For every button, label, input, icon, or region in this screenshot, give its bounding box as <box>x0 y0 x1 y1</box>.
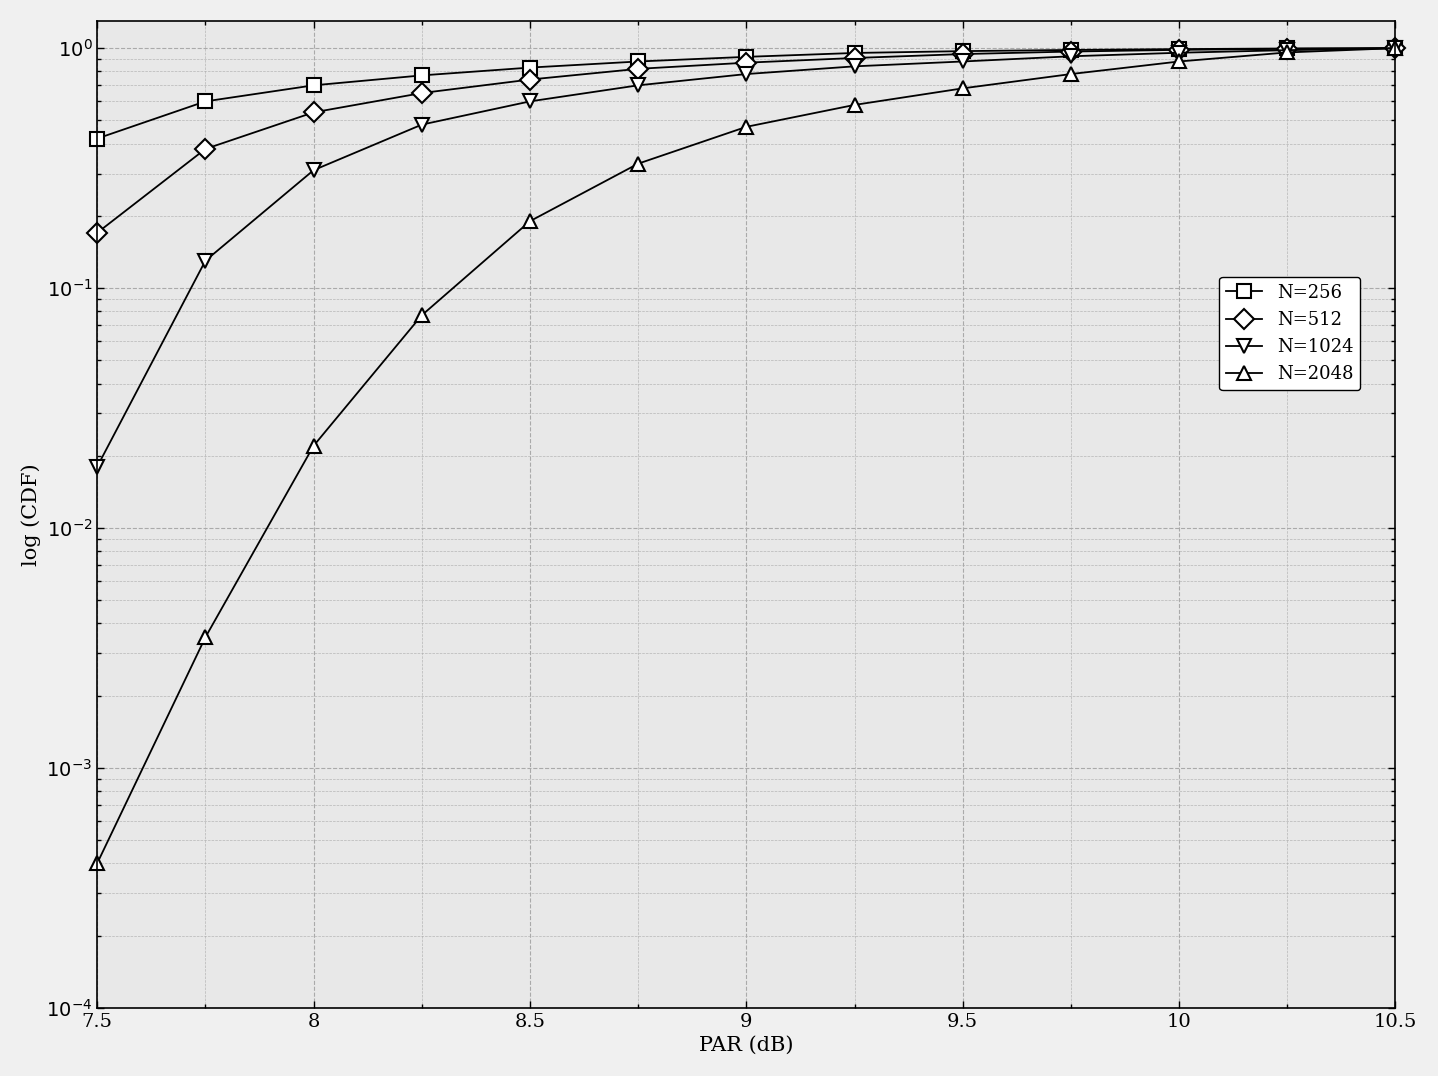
N=1024 <box>413 118 430 131</box>
N=512 <box>89 226 106 239</box>
N=1024 <box>1386 42 1403 55</box>
N=2048 <box>1386 42 1403 55</box>
N=2048 <box>1063 68 1080 81</box>
N=256 <box>522 61 539 74</box>
N=2048 <box>1278 46 1296 59</box>
N=1024 <box>1063 49 1080 62</box>
N=2048 <box>846 99 863 112</box>
Line: N=1024: N=1024 <box>91 41 1402 473</box>
N=512 <box>1278 42 1296 55</box>
N=256 <box>846 46 863 59</box>
Line: N=2048: N=2048 <box>91 41 1402 870</box>
N=2048 <box>413 309 430 322</box>
N=512 <box>305 105 322 118</box>
N=2048 <box>953 82 971 95</box>
Y-axis label: log (CDF): log (CDF) <box>20 463 40 566</box>
N=256 <box>305 79 322 91</box>
N=256 <box>1278 42 1296 55</box>
N=2048 <box>522 215 539 228</box>
N=512 <box>197 142 214 155</box>
N=2048 <box>89 856 106 869</box>
N=512 <box>1171 43 1188 56</box>
N=1024 <box>1278 44 1296 57</box>
N=512 <box>1063 45 1080 58</box>
N=256 <box>630 55 647 68</box>
N=512 <box>413 86 430 99</box>
N=1024 <box>89 461 106 473</box>
N=2048 <box>197 631 214 643</box>
N=512 <box>1386 42 1403 55</box>
Legend: N=256, N=512, N=1024, N=2048: N=256, N=512, N=1024, N=2048 <box>1219 277 1360 391</box>
N=1024 <box>305 164 322 176</box>
N=1024 <box>738 68 755 81</box>
N=256 <box>413 69 430 82</box>
N=512 <box>953 47 971 60</box>
N=512 <box>738 56 755 69</box>
N=1024 <box>630 79 647 91</box>
N=1024 <box>953 55 971 68</box>
N=1024 <box>522 95 539 108</box>
N=2048 <box>305 439 322 452</box>
N=256 <box>1063 43 1080 56</box>
N=512 <box>846 52 863 65</box>
N=2048 <box>630 157 647 170</box>
N=256 <box>89 132 106 145</box>
N=1024 <box>846 60 863 73</box>
Line: N=512: N=512 <box>91 41 1402 240</box>
N=2048 <box>1171 55 1188 68</box>
Line: N=256: N=256 <box>91 41 1402 145</box>
X-axis label: PAR (dB): PAR (dB) <box>699 1036 794 1056</box>
N=256 <box>197 95 214 108</box>
N=1024 <box>197 254 214 267</box>
N=256 <box>738 51 755 63</box>
N=512 <box>630 62 647 75</box>
N=256 <box>1386 42 1403 55</box>
N=256 <box>1171 43 1188 56</box>
N=1024 <box>1171 46 1188 59</box>
N=256 <box>953 45 971 58</box>
N=2048 <box>738 121 755 133</box>
N=512 <box>522 73 539 86</box>
